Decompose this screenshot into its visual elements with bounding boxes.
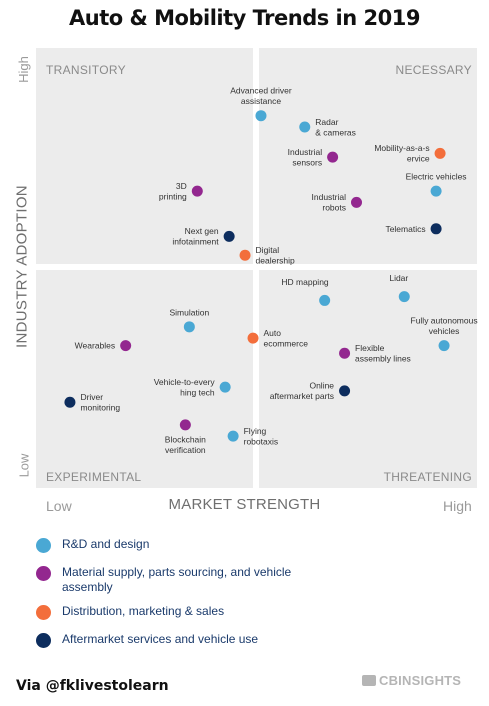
quadrant-top-left <box>36 48 253 264</box>
point-vehicle-to-every-hing-tech: Vehicle-to-every hing tech <box>154 377 231 398</box>
point-flying-robotaxis: Flying robotaxis <box>227 426 279 447</box>
point-telematics: Telematics <box>385 223 442 235</box>
x-tick-low: Low <box>46 498 72 514</box>
quadrant-label-threatening: THREATENING <box>383 470 472 484</box>
y-axis-label: INDUSTRY ADOPTION <box>13 185 31 348</box>
point-label: Advanced driver assistance <box>230 86 292 107</box>
point-label: Industrial robots <box>312 192 347 213</box>
x-axis-label: MARKET STRENGTH <box>168 496 321 513</box>
point-label: Telematics <box>385 224 425 234</box>
point-marker <box>120 340 132 352</box>
point-electric-vehicles: Electric vehicles <box>406 172 467 197</box>
point-radar-cameras: Radar & cameras <box>299 117 356 137</box>
legend-dot-aftermarket <box>36 633 51 648</box>
point-label: Flexible assembly lines <box>355 343 411 364</box>
point-marker <box>191 185 203 197</box>
point-marker <box>179 419 191 431</box>
point-driver-monitoring: Driver monitoring <box>64 392 120 413</box>
point-marker <box>438 340 450 352</box>
point-label: Industrial sensors <box>288 147 323 168</box>
y-tick-low: Low <box>16 453 32 478</box>
scatter-plot: Advanced driver assistance Radar & cameras I… <box>36 48 478 488</box>
legend-label-rd: R&D and design <box>62 537 150 551</box>
point-3d-printing: 3D printing <box>159 181 203 202</box>
point-label: Wearables <box>75 341 115 351</box>
point-advanced-driver-assistance: Advanced driver assistance <box>230 86 292 122</box>
point-simulation: Simulation <box>169 307 209 333</box>
point-marker <box>239 249 251 261</box>
point-blockchain-verification: Blockchain verification <box>165 419 206 455</box>
brand-name: CBINSIGHTS <box>379 673 462 688</box>
quadrant-bottom-left <box>36 270 253 488</box>
point-hd-mapping: HD mapping <box>281 277 331 306</box>
point-label: 3D printing <box>159 181 187 202</box>
point-label: Fully autonomous vehicles <box>411 316 478 337</box>
legend-label-aftermarket: Aftermarket services and vehicle use <box>62 632 259 646</box>
point-label: HD mapping <box>281 277 329 287</box>
point-marker <box>219 381 231 393</box>
legend-item-rd: R&D and design <box>36 537 302 553</box>
point-marker <box>339 385 351 397</box>
point-marker <box>398 291 410 303</box>
point-label: Lidar <box>389 273 408 283</box>
point-marker <box>339 347 351 359</box>
legend-item-aftermarket: Aftermarket services and vehicle use <box>36 632 302 648</box>
point-marker <box>183 321 195 333</box>
point-marker <box>299 121 311 133</box>
point-label: Simulation <box>169 307 209 317</box>
chart-title: Auto & Mobility Trends in 2019 <box>69 6 420 30</box>
quadrant-label-experimental: EXPERIMENTAL <box>46 470 142 484</box>
point-label: Vehicle-to-every hing tech <box>154 377 216 398</box>
point-label: Mobility-as-a-s ervice <box>374 143 430 164</box>
point-marker <box>247 332 259 344</box>
legend-item-supply: Material supply, parts sourcing, and veh… <box>36 565 302 595</box>
point-auto-ecommerce: Auto ecommerce <box>247 328 309 349</box>
point-marker <box>430 223 442 235</box>
legend-label-distribution: Distribution, marketing & sales <box>62 604 225 618</box>
y-tick-high: High <box>15 56 31 83</box>
legend-dot-distribution <box>36 605 51 620</box>
point-label: Flying robotaxis <box>244 426 279 447</box>
point-label: Auto ecommerce <box>264 328 309 349</box>
point-marker <box>434 147 446 159</box>
point-label: Digital dealership <box>256 245 295 266</box>
brand-mark-icon <box>362 675 376 686</box>
point-label: Next gen infotainment <box>172 226 219 247</box>
point-marker <box>255 110 267 122</box>
x-tick-high: High <box>443 498 472 514</box>
point-label: Blockchain verification <box>165 434 206 455</box>
point-digital-dealership: Digital dealership <box>239 245 295 266</box>
point-next-gen-infotainment: Next gen infotainment <box>172 226 235 247</box>
point-marker <box>430 185 442 197</box>
legend-dot-supply <box>36 566 51 581</box>
point-label: Driver monitoring <box>80 392 120 413</box>
points-layer: Advanced driver assistance Radar & cameras I… <box>64 86 478 455</box>
point-industrial-sensors: Industrial sensors <box>288 147 339 168</box>
point-fully-autonomous-vehicles: Fully autonomous vehicles <box>411 316 478 352</box>
point-marker <box>64 396 76 408</box>
point-online-aftermarket-parts: Online aftermarket parts <box>270 381 351 402</box>
point-marker <box>223 230 235 242</box>
brand-logo: CBINSIGHTS <box>362 673 461 688</box>
point-flexible-assembly-lines: Flexible assembly lines <box>339 343 411 364</box>
point-industrial-robots: Industrial robots <box>312 192 362 213</box>
point-wearables: Wearables <box>75 340 132 352</box>
point-label: Electric vehicles <box>406 172 467 182</box>
point-marker <box>351 196 362 208</box>
point-label: Radar & cameras <box>315 117 356 137</box>
point-marker <box>319 294 331 306</box>
quadrant-label-transitory: TRANSITORY <box>46 63 126 77</box>
legend-item-distribution: Distribution, marketing & sales <box>36 604 302 620</box>
point-marker <box>327 151 339 163</box>
quadrant-label-necessary: NECESSARY <box>395 63 472 77</box>
via-credit: Via @fklivestolearn <box>16 678 169 694</box>
legend-label-supply: Material supply, parts sourcing, and veh… <box>62 565 292 594</box>
quadrant-bottom-right <box>259 270 477 488</box>
point-mobility-as-a-s-ervice: Mobility-as-a-s ervice <box>374 143 446 164</box>
point-label: Online aftermarket parts <box>270 381 335 402</box>
point-marker <box>227 430 239 442</box>
point-lidar: Lidar <box>389 273 410 303</box>
legend-dot-rd <box>36 538 51 553</box>
